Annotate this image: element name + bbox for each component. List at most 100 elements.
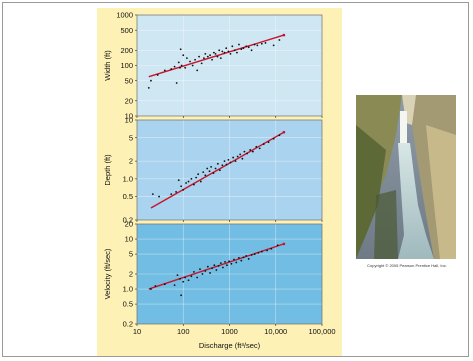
data-point [227, 50, 230, 53]
data-point [193, 183, 195, 186]
y-tick-label: 0.2 [123, 320, 133, 329]
data-point [258, 147, 261, 150]
data-point [272, 44, 275, 47]
data-point [182, 280, 185, 283]
data-point [216, 162, 219, 165]
data-point [242, 256, 245, 259]
data-point [246, 152, 248, 155]
data-point [206, 265, 209, 268]
hydraulic-geometry-figure: 1000 500 200 100 50 20 10 10 5 2 1.0 0.5 0.2 20 10 5 2… [103, 11, 336, 350]
photo-caption: Copyright © 2005 Pearson Prentice Hall, … [367, 263, 447, 268]
x-axis-label-discharge: Discharge (ft³/sec) [199, 341, 261, 350]
data-point [229, 52, 232, 55]
data-point [236, 51, 238, 54]
data-point [231, 45, 234, 48]
data-point [241, 157, 244, 160]
data-point [229, 161, 232, 164]
y-axis-label-width: Width (ft) [103, 50, 112, 81]
data-point [250, 254, 253, 256]
regression-line-end [282, 130, 286, 134]
data-point [262, 143, 265, 145]
y-tick-label: 1000 [116, 11, 133, 20]
y-tick-label: 1.0 [123, 285, 133, 294]
data-point [198, 55, 200, 58]
data-point [242, 47, 245, 50]
data-point [278, 134, 281, 137]
data-point [196, 276, 199, 279]
data-point [228, 260, 230, 263]
data-point [177, 61, 180, 64]
data-point [249, 149, 252, 151]
data-point [224, 260, 226, 263]
data-point [218, 49, 221, 52]
data-point [163, 283, 166, 286]
data-point [180, 185, 183, 188]
data-point [219, 57, 222, 60]
data-point [240, 259, 243, 262]
data-point [223, 160, 226, 163]
x-tick-label: 10 [133, 327, 141, 336]
data-point [173, 284, 176, 286]
data-point [182, 188, 185, 191]
data-point [151, 193, 154, 196]
data-point [187, 180, 190, 183]
data-point [154, 285, 157, 287]
data-point [175, 191, 177, 193]
y-tick-label: 20 [125, 220, 133, 229]
data-point [189, 60, 191, 63]
data-point [256, 44, 259, 47]
depth-chart: 10 5 2 1.0 0.5 0.2 [123, 116, 323, 225]
data-point [247, 46, 250, 49]
data-point [180, 294, 183, 297]
data-point [191, 64, 194, 67]
y-tick-label: 5 [129, 250, 133, 259]
data-point [233, 49, 236, 52]
x-tick-label: 100,000 [308, 327, 335, 336]
data-point [257, 251, 260, 254]
data-point [210, 165, 212, 168]
data-point [204, 174, 207, 177]
regression-line-end [282, 242, 286, 246]
y-axis-label-velocity: Velocity (ft/sec) [103, 248, 112, 299]
y-tick-label: 100 [120, 61, 133, 70]
waterfall-canyon-photo-icon [356, 95, 456, 259]
data-point [232, 156, 235, 159]
data-point [175, 82, 178, 84]
data-point [190, 177, 193, 180]
data-point [225, 47, 228, 50]
x-tick-label: 100 [177, 327, 190, 336]
width-chart: 1000 500 200 100 50 20 10 [116, 11, 323, 121]
data-point [245, 255, 248, 257]
data-point [218, 169, 221, 172]
y-tick-label: 2 [129, 270, 133, 279]
data-point [184, 276, 187, 279]
data-point [176, 274, 179, 277]
data-point [245, 45, 248, 48]
data-point [250, 49, 253, 52]
data-point [185, 182, 187, 184]
data-point [193, 271, 195, 273]
data-point [214, 167, 217, 170]
y-tick-label: 10 [125, 116, 133, 125]
data-point [225, 163, 228, 166]
data-point [196, 69, 199, 72]
y-tick-label: 5 [129, 133, 133, 142]
data-point [243, 150, 246, 153]
data-point [226, 264, 228, 267]
data-point [209, 272, 211, 274]
data-point [204, 270, 207, 272]
data-point [206, 167, 209, 170]
data-point [206, 55, 209, 58]
data-point [190, 275, 193, 278]
data-point [170, 68, 173, 70]
data-point [230, 262, 233, 265]
data-point [150, 79, 152, 82]
data-point [278, 39, 281, 41]
y-tick-label: 50 [125, 76, 133, 85]
data-point [223, 51, 226, 54]
data-point [184, 66, 187, 69]
data-point [156, 74, 159, 76]
data-point [208, 170, 211, 173]
data-point [239, 153, 242, 156]
